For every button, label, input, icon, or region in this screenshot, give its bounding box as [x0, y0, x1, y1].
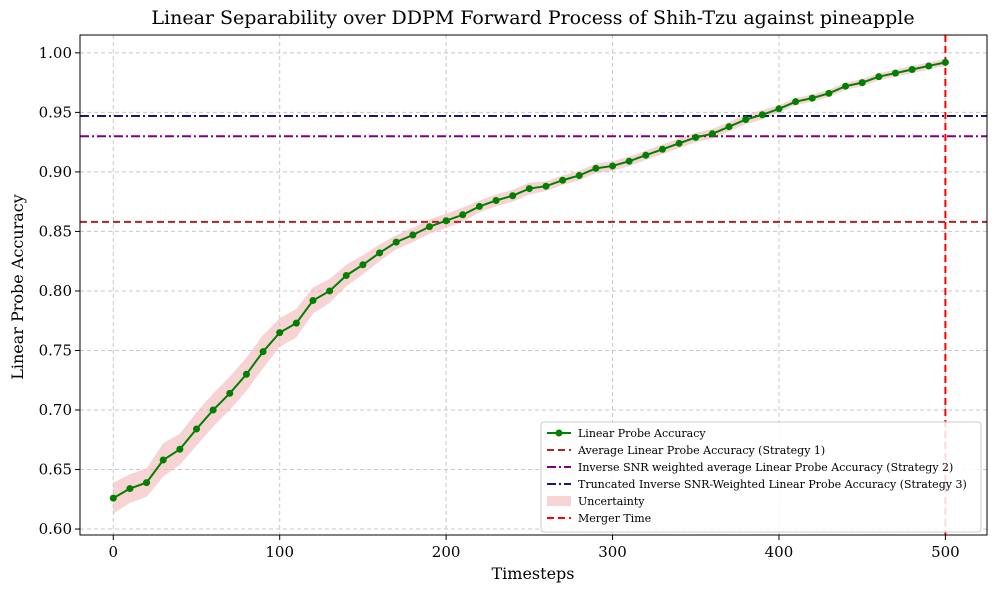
data-point [891, 69, 899, 77]
legend-label: Inverse SNR weighted average Linear Prob… [578, 461, 953, 474]
data-point [126, 485, 134, 493]
data-point [143, 479, 151, 487]
series-layer [109, 58, 949, 502]
data-point [525, 185, 533, 193]
legend-label: Truncated Inverse SNR-Weighted Linear Pr… [578, 478, 967, 491]
data-point [342, 271, 350, 279]
data-point [459, 211, 467, 219]
data-point [609, 162, 617, 170]
legend-label: Merger Time [578, 512, 651, 525]
x-tick-label: 300 [598, 543, 627, 561]
data-point [292, 319, 300, 327]
data-point [242, 370, 250, 378]
data-point [209, 406, 217, 414]
y-tick-label: 1.00 [39, 44, 72, 62]
data-point [925, 62, 933, 70]
data-point [725, 123, 733, 131]
data-point [658, 145, 666, 153]
y-tick-label: 0.65 [39, 461, 72, 479]
data-point [376, 249, 384, 257]
y-tick-label: 0.80 [39, 282, 72, 300]
data-point [475, 202, 483, 210]
data-point [542, 182, 550, 190]
data-point [176, 445, 184, 453]
x-tick-label: 0 [109, 543, 119, 561]
data-point [309, 296, 317, 304]
data-point [808, 94, 816, 102]
data-point [575, 171, 583, 179]
data-point [675, 139, 683, 147]
data-point [442, 217, 450, 225]
legend-marker [555, 429, 563, 437]
x-tick-label: 400 [765, 543, 794, 561]
legend: Linear Probe Accuracy Average Linear Prob… [540, 421, 982, 533]
data-point [842, 82, 850, 90]
data-point [409, 231, 417, 239]
x-tick-label: 500 [931, 543, 960, 561]
y-axis-label: Linear Probe Accuracy [8, 194, 27, 380]
data-point [775, 105, 783, 113]
data-point [259, 348, 267, 356]
data-point [858, 79, 866, 87]
y-tick-label: 0.85 [39, 222, 72, 240]
data-point [625, 157, 633, 165]
data-point [509, 192, 517, 200]
y-tick-label: 0.70 [39, 401, 72, 419]
data-point [792, 98, 800, 106]
reference-lines [80, 114, 987, 223]
data-point [642, 151, 650, 159]
data-point [559, 176, 567, 184]
y-tick-label: 0.90 [39, 163, 72, 181]
data-point [326, 287, 334, 295]
legend-label: Linear Probe Accuracy [578, 427, 706, 440]
data-point [192, 425, 200, 433]
data-point [392, 238, 400, 246]
chart-title: Linear Separability over DDPM Forward Pr… [151, 7, 914, 29]
y-axis-ticks: 0.60 0.65 0.70 0.75 0.80 0.85 0.90 0.95 1.00 [39, 44, 80, 538]
data-point [758, 111, 766, 119]
plot-frame [79, 34, 988, 536]
y-tick-label: 0.75 [39, 341, 72, 359]
data-point [825, 89, 833, 97]
legend-swatch [547, 496, 571, 506]
data-point [492, 196, 500, 204]
x-axis-ticks: 0 100 200 300 400 500 [109, 535, 960, 561]
y-tick-label: 0.60 [39, 520, 72, 538]
x-tick-label: 100 [265, 543, 294, 561]
data-point [159, 456, 167, 464]
data-point [109, 494, 117, 502]
data-point [425, 223, 433, 231]
data-point [941, 58, 949, 66]
data-point [692, 133, 700, 141]
legend-label: Uncertainty [578, 495, 645, 508]
x-axis-label: Timesteps [492, 564, 575, 583]
x-tick-label: 200 [432, 543, 461, 561]
data-point [359, 261, 367, 269]
y-tick-label: 0.95 [39, 103, 72, 121]
legend-box [540, 421, 982, 533]
legend-label: Average Linear Probe Accuracy (Strategy … [577, 444, 825, 457]
data-point [908, 66, 916, 74]
data-point [742, 116, 750, 124]
data-point [875, 73, 883, 81]
data-point [708, 130, 716, 138]
data-point [276, 329, 284, 337]
data-point [226, 389, 234, 397]
data-point [592, 164, 600, 172]
